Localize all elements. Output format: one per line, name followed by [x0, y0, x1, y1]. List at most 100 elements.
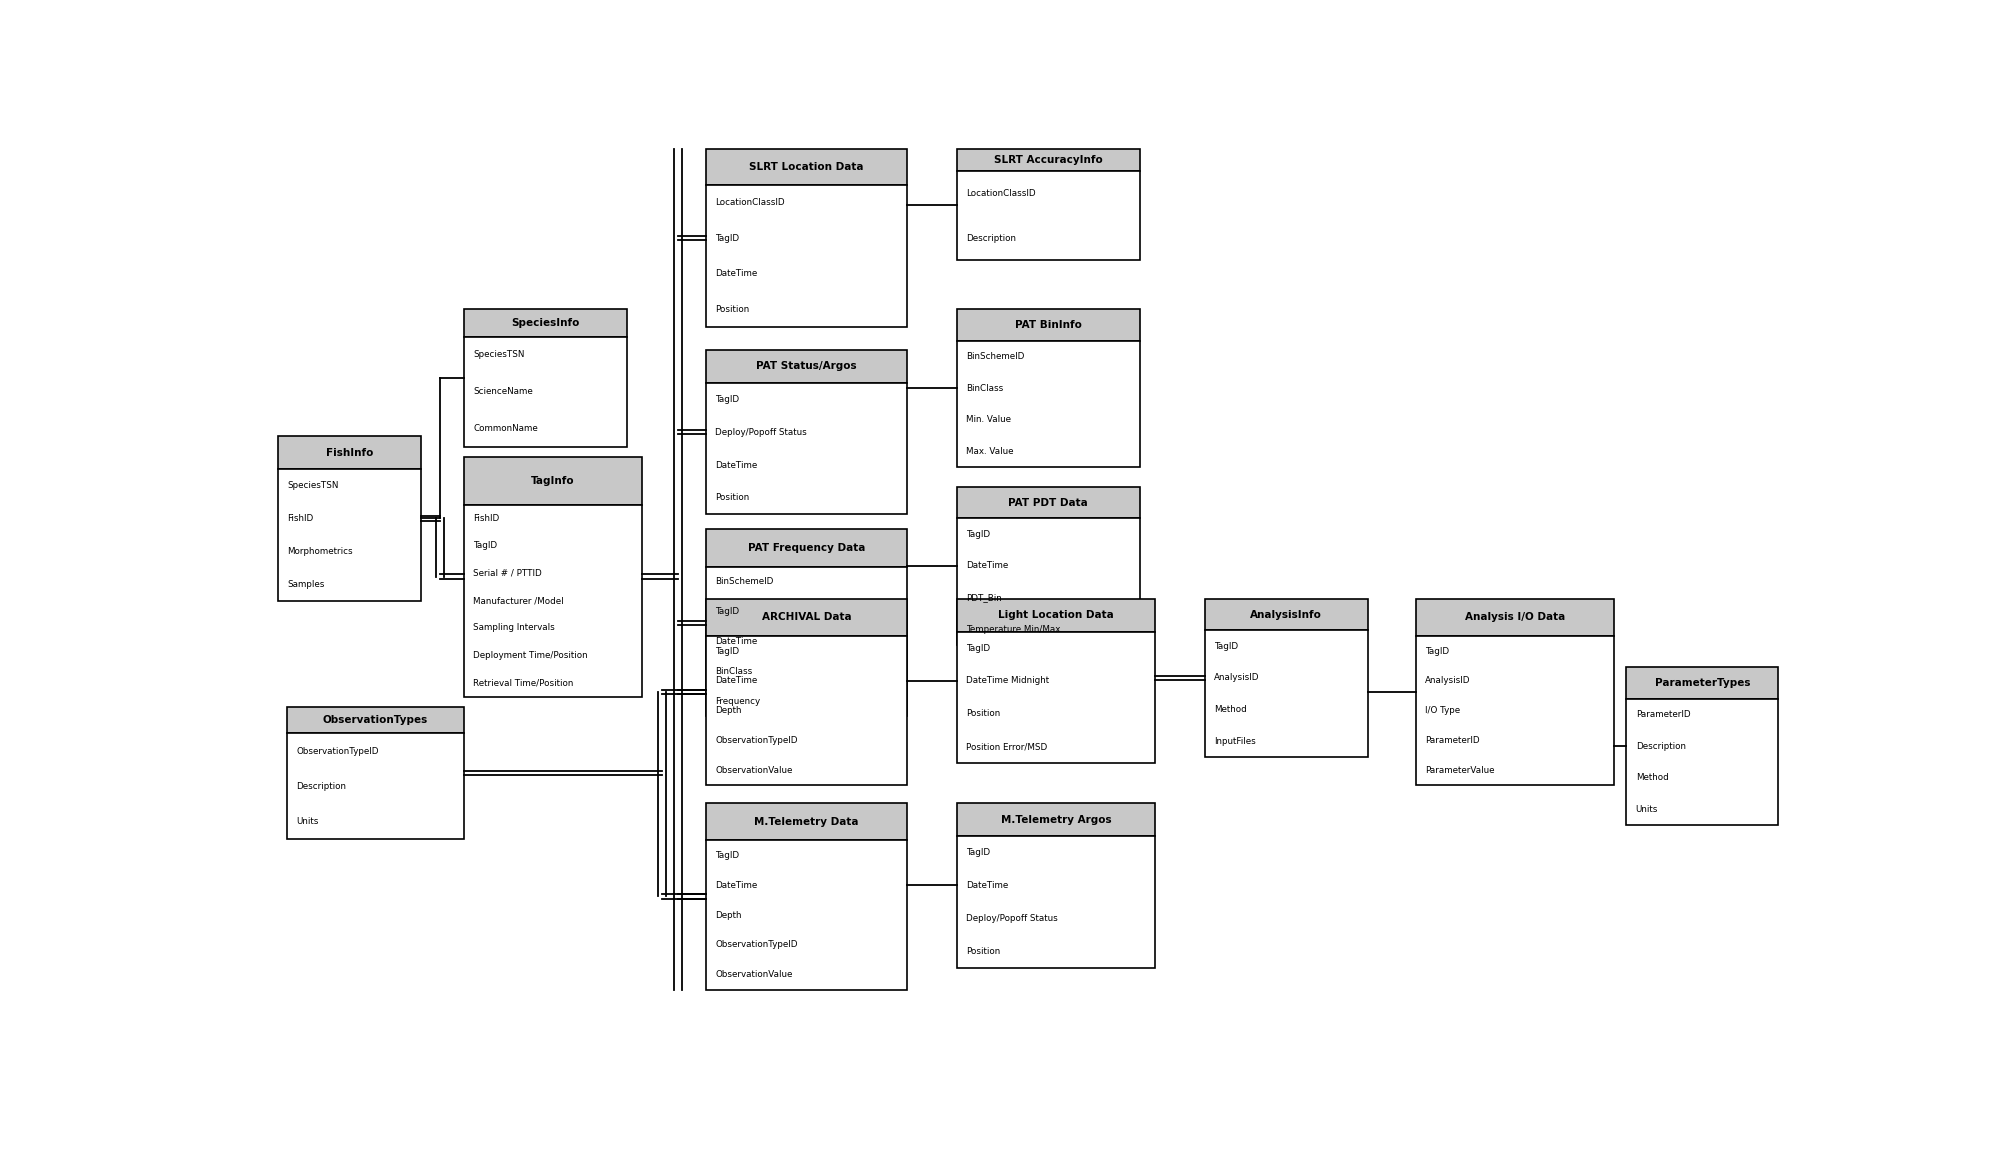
Bar — [956, 599, 1156, 631]
Bar — [464, 337, 626, 447]
Text: DateTime: DateTime — [716, 881, 758, 890]
Text: SpeciesTSN: SpeciesTSN — [288, 481, 338, 490]
Text: PAT PDT Data: PAT PDT Data — [1008, 497, 1088, 508]
Text: Depth: Depth — [716, 911, 742, 920]
Text: Description: Description — [1636, 742, 1686, 751]
Bar — [706, 350, 908, 383]
Text: PDT_Bin: PDT_Bin — [966, 593, 1002, 602]
Bar — [1416, 599, 1614, 636]
Text: TagID: TagID — [1214, 642, 1238, 651]
Text: Retrieval Time/Position: Retrieval Time/Position — [474, 679, 574, 688]
Bar — [706, 383, 908, 515]
Text: ParameterValue: ParameterValue — [1424, 766, 1494, 775]
Bar — [956, 631, 1156, 763]
Bar — [1204, 630, 1368, 757]
Text: DateTime: DateTime — [716, 460, 758, 470]
Text: Analysis I/O Data: Analysis I/O Data — [1464, 613, 1564, 622]
Bar — [956, 340, 1140, 467]
Bar — [956, 803, 1156, 835]
Text: TagID: TagID — [716, 395, 740, 404]
Text: TagID: TagID — [716, 233, 740, 242]
Text: TagID: TagID — [966, 848, 990, 857]
Text: DateTime Midnight: DateTime Midnight — [966, 676, 1050, 685]
Text: Depth: Depth — [716, 706, 742, 715]
Text: Deployment Time/Position: Deployment Time/Position — [474, 651, 588, 660]
Text: BinSchemeID: BinSchemeID — [716, 577, 774, 586]
Bar — [706, 636, 908, 786]
Text: Max. Value: Max. Value — [966, 447, 1014, 456]
Text: ParameterID: ParameterID — [1424, 736, 1480, 745]
Text: AnalysisInfo: AnalysisInfo — [1250, 609, 1322, 620]
Text: SpeciesTSN: SpeciesTSN — [474, 351, 524, 360]
Text: ObservationValue: ObservationValue — [716, 766, 792, 775]
Text: SLRT Location Data: SLRT Location Data — [750, 162, 864, 172]
Bar — [706, 599, 908, 636]
Text: TagID: TagID — [716, 646, 740, 655]
Text: Units: Units — [296, 817, 318, 825]
Text: CommonName: CommonName — [474, 424, 538, 433]
Bar — [956, 149, 1140, 171]
Bar — [464, 504, 642, 697]
Bar — [706, 840, 908, 990]
Bar — [1626, 699, 1778, 825]
Text: BinClass: BinClass — [716, 667, 752, 676]
Bar — [706, 567, 908, 715]
Text: Temperature Min/Max: Temperature Min/Max — [966, 624, 1060, 634]
Text: ParameterID: ParameterID — [1636, 710, 1690, 719]
Bar — [956, 309, 1140, 340]
Bar — [288, 707, 464, 734]
Text: Manufacturer /Model: Manufacturer /Model — [474, 597, 564, 605]
Bar — [956, 487, 1140, 518]
Bar — [1416, 636, 1614, 786]
Text: TagID: TagID — [474, 541, 498, 550]
Text: BinClass: BinClass — [966, 383, 1004, 392]
Text: ParameterTypes: ParameterTypes — [1654, 679, 1750, 688]
Text: TagID: TagID — [716, 607, 740, 616]
Text: Deploy/Popoff Status: Deploy/Popoff Status — [966, 914, 1058, 923]
Bar — [706, 530, 908, 567]
Text: TagID: TagID — [716, 850, 740, 860]
Text: I/O Type: I/O Type — [1424, 706, 1460, 715]
Text: DateTime: DateTime — [966, 881, 1008, 890]
Text: Deploy/Popoff Status: Deploy/Popoff Status — [716, 428, 806, 436]
Text: PAT BinInfo: PAT BinInfo — [1014, 320, 1082, 330]
Bar — [1626, 667, 1778, 699]
Text: Position Error/MSD: Position Error/MSD — [966, 742, 1048, 751]
Text: Morphometrics: Morphometrics — [288, 547, 352, 556]
Text: LocationClassID: LocationClassID — [966, 189, 1036, 198]
Text: Serial # / PTTID: Serial # / PTTID — [474, 569, 542, 578]
Text: Frequency: Frequency — [716, 697, 760, 705]
Bar — [956, 518, 1140, 645]
Bar — [706, 149, 908, 185]
Text: LocationClassID: LocationClassID — [716, 198, 784, 207]
Text: ARCHIVAL Data: ARCHIVAL Data — [762, 613, 852, 622]
Bar — [706, 185, 908, 327]
Text: Samples: Samples — [288, 579, 324, 589]
Text: FishInfo: FishInfo — [326, 448, 372, 458]
Bar — [1204, 599, 1368, 630]
Text: Position: Position — [716, 305, 750, 314]
Text: Sampling Intervals: Sampling Intervals — [474, 623, 554, 632]
Text: M.Telemetry Argos: M.Telemetry Argos — [1000, 815, 1112, 825]
Bar — [278, 469, 420, 600]
Text: DateTime: DateTime — [716, 637, 758, 646]
Text: Position: Position — [716, 494, 750, 502]
Text: TagInfo: TagInfo — [532, 475, 574, 486]
Text: DateTime: DateTime — [716, 269, 758, 278]
Text: Position: Position — [966, 946, 1000, 956]
Bar — [278, 436, 420, 469]
Bar — [464, 309, 626, 337]
Text: AnalysisID: AnalysisID — [1214, 673, 1260, 682]
Text: ObservationTypeID: ObservationTypeID — [716, 736, 798, 745]
Text: TagID: TagID — [1424, 646, 1450, 655]
Text: AnalysisID: AnalysisID — [1424, 676, 1470, 685]
Text: PAT Status/Argos: PAT Status/Argos — [756, 361, 856, 372]
Bar — [288, 734, 464, 839]
Bar — [464, 457, 642, 504]
Text: PAT Frequency Data: PAT Frequency Data — [748, 544, 866, 553]
Text: ObservationTypes: ObservationTypes — [322, 715, 428, 726]
Text: Min. Value: Min. Value — [966, 415, 1012, 425]
Text: FishID: FishID — [288, 514, 314, 523]
Text: Light Location Data: Light Location Data — [998, 610, 1114, 620]
Text: ObservationValue: ObservationValue — [716, 971, 792, 980]
